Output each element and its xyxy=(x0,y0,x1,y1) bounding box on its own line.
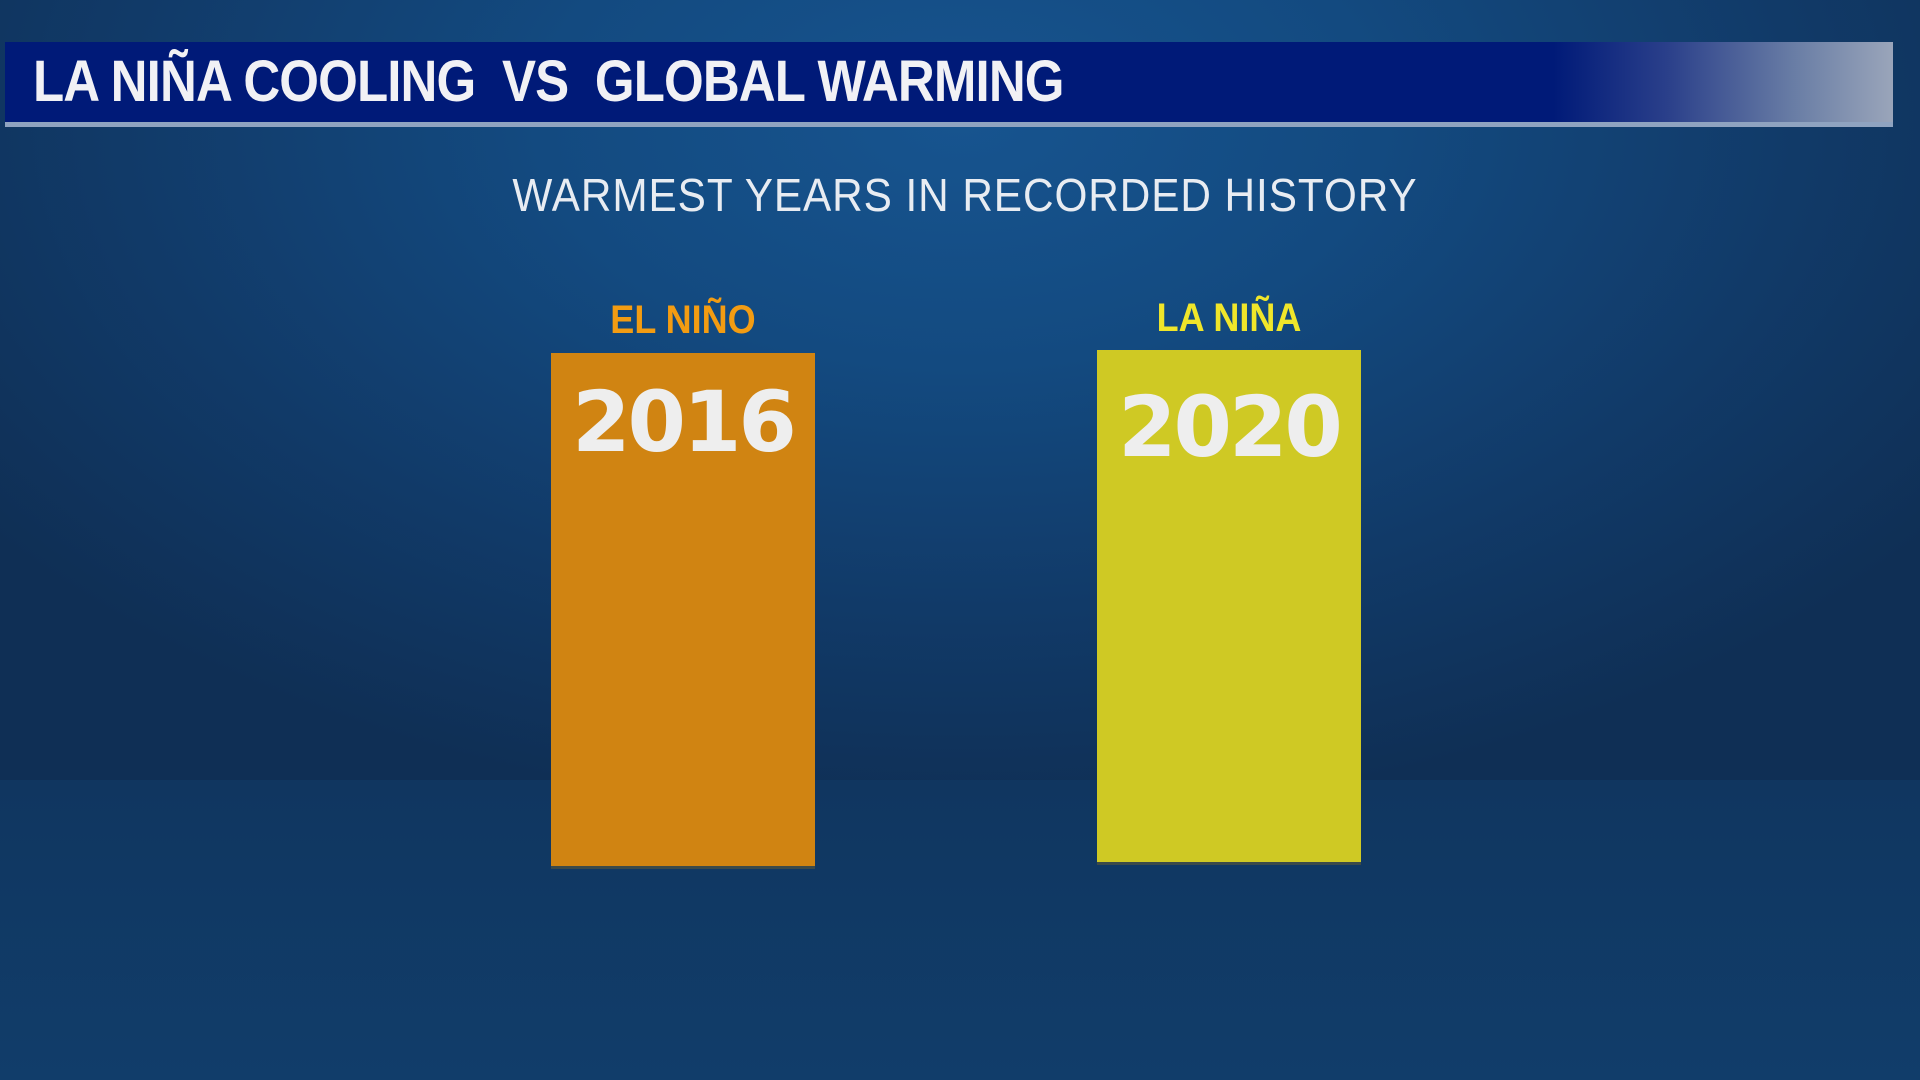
chart-subtitle: WARMEST YEARS IN RECORDED HISTORY xyxy=(512,169,1418,221)
bar-group-el-nino: EL NIÑO 2016 xyxy=(551,290,815,870)
bar-group-la-nina: LA NIÑA 2020 xyxy=(1097,290,1361,870)
title-banner: LA NIÑA COOLING VS GLOBAL WARMING xyxy=(5,42,1893,122)
bar-la-nina: 2020 xyxy=(1097,350,1361,862)
bar-year-el-nino: 2016 xyxy=(572,373,797,471)
bar-label-la-nina: LA NIÑA xyxy=(1156,296,1302,340)
background-floor xyxy=(0,780,1920,1080)
bar-label-el-nino: EL NIÑO xyxy=(610,298,756,342)
bar-el-nino: 2016 xyxy=(551,353,815,866)
page-title: LA NIÑA COOLING VS GLOBAL WARMING xyxy=(33,49,1065,114)
bar-year-la-nina: 2020 xyxy=(1118,378,1343,476)
